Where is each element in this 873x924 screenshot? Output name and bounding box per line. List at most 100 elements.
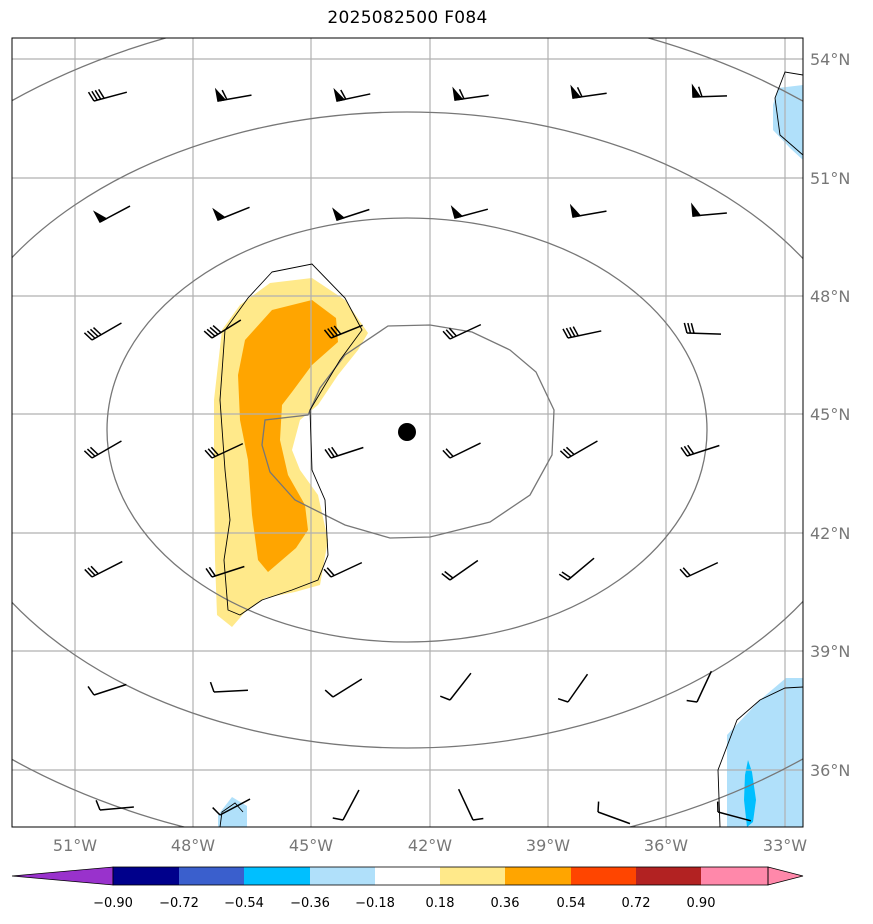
wind-barb xyxy=(205,565,245,578)
colorbar-segment xyxy=(440,867,505,885)
colorbar-tick-label: −0.36 xyxy=(290,896,330,911)
wind-barb xyxy=(92,205,131,224)
positive-anomaly-orange-region xyxy=(238,300,338,572)
wind-barb xyxy=(324,678,363,698)
wind-barb xyxy=(87,683,127,696)
colorbar-tick-label: −0.90 xyxy=(93,896,133,911)
wind-barb xyxy=(441,559,479,581)
wind-barb xyxy=(212,206,250,221)
lat-label: 36°N xyxy=(810,761,850,780)
wind-barb xyxy=(691,202,727,217)
wind-barb xyxy=(557,673,589,703)
wind-barb xyxy=(333,87,371,102)
wind-barb xyxy=(84,560,123,578)
storm-center-dot xyxy=(398,423,416,441)
wind-barb xyxy=(87,89,128,102)
lat-label: 39°N xyxy=(810,642,850,661)
wind-barb xyxy=(691,83,728,98)
colorbar-segment xyxy=(310,867,375,885)
wind-barb xyxy=(214,87,252,102)
negative-anomaly-blue-region-se xyxy=(727,678,803,827)
lon-label: 51°W xyxy=(53,836,97,855)
wind-barb xyxy=(323,324,363,339)
colorbar-tick-label: 0.90 xyxy=(687,896,716,911)
wind-barb xyxy=(209,681,248,693)
wind-barb xyxy=(716,801,752,822)
wind-barb xyxy=(679,561,719,578)
lat-label: 45°N xyxy=(810,405,850,424)
colorbar-segment xyxy=(701,867,768,885)
wind-barb xyxy=(559,440,598,459)
colorbar-segment xyxy=(244,867,310,885)
colorbar-frame xyxy=(112,866,769,886)
wind-barb xyxy=(95,800,134,811)
wind-barb xyxy=(569,203,607,218)
wind-barb xyxy=(680,444,720,457)
lon-label: 39°W xyxy=(526,836,570,855)
wind-barb xyxy=(457,788,484,821)
colorbar-high-extension xyxy=(767,866,804,886)
contour-third xyxy=(12,111,803,749)
map-title: 2025082500 F084 xyxy=(327,8,488,28)
wind-barb xyxy=(204,442,244,459)
colorbar-tick-label: 0.18 xyxy=(426,896,455,911)
lat-label: 42°N xyxy=(810,524,850,543)
wind-barb xyxy=(83,440,122,459)
colorbar-segment xyxy=(636,867,701,885)
wind-barb xyxy=(332,207,370,221)
colorbar-segment xyxy=(375,867,440,885)
wind-barb xyxy=(562,326,602,339)
colorbar-segment xyxy=(179,867,244,885)
shaded-field-layer xyxy=(214,85,803,827)
wind-barb xyxy=(442,442,481,459)
outline-se-anomaly xyxy=(717,686,803,827)
wind-barb xyxy=(332,789,360,821)
wind-barb xyxy=(323,561,363,578)
lon-label: 42°W xyxy=(408,836,452,855)
wind-barb xyxy=(683,322,722,335)
lon-label: 45°W xyxy=(289,836,333,855)
lon-label: 48°W xyxy=(171,836,215,855)
wind-barb xyxy=(203,319,242,339)
wind-barb xyxy=(597,801,631,825)
map-frame xyxy=(11,37,804,828)
wind-barb xyxy=(450,205,489,219)
pressure-contours xyxy=(12,38,803,827)
negative-anomaly-blue-region-ne xyxy=(773,85,803,160)
colorbar-low-extension xyxy=(11,866,114,886)
colorbar-tick-label: −0.54 xyxy=(224,896,264,911)
wind-barb xyxy=(686,670,713,703)
anomaly-outline-contours xyxy=(219,71,803,827)
wind-barb xyxy=(83,322,122,341)
wind-barb xyxy=(442,323,482,340)
contour-second xyxy=(106,217,708,643)
outline-ne-anomaly xyxy=(774,71,803,156)
lat-label: 51°N xyxy=(810,169,850,188)
colorbar-tick-label: −0.72 xyxy=(159,896,199,911)
contour-inner xyxy=(261,324,555,539)
outline-west-anomaly xyxy=(219,263,363,616)
colorbar-segment xyxy=(505,867,571,885)
wind-barb xyxy=(570,84,607,99)
outline-s-anomaly xyxy=(219,802,244,827)
colorbar-segment xyxy=(113,867,179,885)
colorbar-tick-label: 0.36 xyxy=(491,896,520,911)
latitude-labels: 54°N 51°N 48°N 45°N 42°N 39°N 36°N xyxy=(810,50,850,780)
colorbar-tick-label: −0.18 xyxy=(355,896,395,911)
negative-anomaly-deep-blue-sliver xyxy=(744,760,756,827)
wind-barb-layer xyxy=(83,83,752,825)
wind-barb xyxy=(452,86,489,101)
lat-label: 54°N xyxy=(810,50,850,69)
colorbar: −0.90 −0.72 −0.54 −0.36 −0.18 0.18 0.36 … xyxy=(11,866,804,911)
lat-label: 48°N xyxy=(810,287,850,306)
colorbar-segment xyxy=(571,867,636,885)
colorbar-tick-label: 0.72 xyxy=(622,896,651,911)
lon-label: 36°W xyxy=(644,836,688,855)
colorbar-tick-label: 0.54 xyxy=(557,896,586,911)
wind-barb xyxy=(324,446,364,459)
wind-barb xyxy=(212,798,251,816)
wind-barb xyxy=(440,672,472,701)
longitude-labels: 51°W 48°W 45°W 42°W 39°W 36°W 33°W xyxy=(53,836,807,855)
lon-label: 33°W xyxy=(763,836,807,855)
